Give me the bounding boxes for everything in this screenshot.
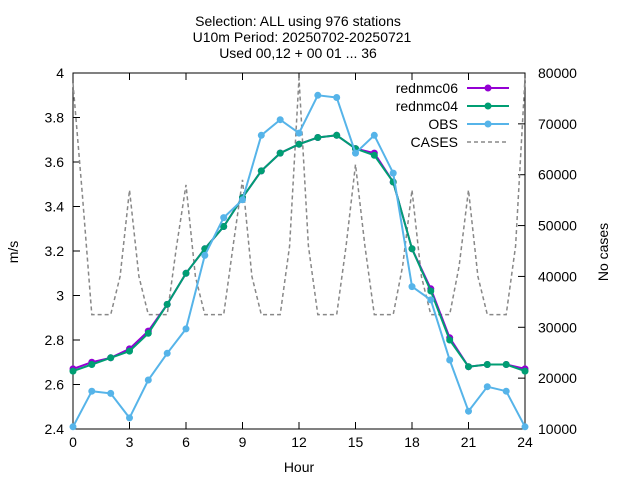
y2-tick-label: 10000 — [538, 421, 577, 437]
x-tick-label: 9 — [239, 434, 247, 450]
legend-label-obs: OBS — [428, 116, 458, 132]
axis-ticks: 0 3 6 9 12 15 18 21 24 2.4 2.6 2.8 3 3.2 3.4 3.6 3.8 4 100… — [45, 65, 578, 450]
data-point-obs — [483, 383, 491, 391]
x-tick-label: 15 — [348, 434, 364, 450]
data-point-obs — [107, 389, 115, 397]
x-tick-label: 12 — [291, 434, 307, 450]
data-point-obs — [389, 169, 397, 177]
y-tick-label: 2.4 — [45, 421, 65, 437]
legend-label-cases: CASES — [411, 134, 458, 150]
data-point-obs — [408, 283, 416, 291]
x-tick-label: 0 — [69, 434, 77, 450]
x-tick-label: 18 — [404, 434, 420, 450]
y2-tick-label: 80000 — [538, 65, 577, 81]
data-point-obs — [69, 423, 77, 431]
y2-tick-label: 60000 — [538, 167, 577, 183]
data-point-rednmc04 — [502, 361, 510, 368]
y2-tick-label: 70000 — [538, 116, 577, 132]
data-point-rednmc04 — [370, 151, 378, 159]
y2-axis-label: No cases — [595, 223, 611, 281]
data-point-obs — [314, 91, 322, 99]
data-point-rednmc04 — [220, 223, 228, 230]
data-point-rednmc04 — [276, 149, 284, 157]
data-point-rednmc04 — [88, 361, 96, 368]
series-line-rednmc04 — [72, 134, 526, 373]
data-point-obs — [333, 94, 341, 101]
data-point-rednmc04 — [257, 167, 265, 175]
data-point-rednmc04 — [483, 361, 491, 368]
data-point-rednmc04 — [69, 367, 77, 375]
y2-tick-label: 30000 — [538, 319, 577, 335]
y-tick-label: 2.6 — [45, 377, 65, 393]
legend-marker-rednmc06 — [484, 84, 492, 92]
data-point-obs — [276, 116, 284, 124]
legend-label-rednmc06: rednmc06 — [396, 80, 458, 96]
x-axis-label: Hour — [284, 459, 315, 475]
x-tick-label: 21 — [461, 434, 477, 450]
legend-marker-obs — [484, 120, 492, 128]
data-point-rednmc04 — [126, 347, 133, 355]
y-tick-label: 4 — [56, 65, 64, 81]
data-point-rednmc04 — [107, 354, 115, 362]
data-point-obs — [126, 414, 133, 422]
x-tick-label: 24 — [517, 434, 533, 450]
chart-title-line-2: U10m Period: 20250702-20250721 — [193, 29, 412, 45]
data-point-rednmc04 — [521, 367, 529, 375]
data-point-obs — [295, 129, 303, 137]
data-point-obs — [163, 349, 171, 357]
y-axis-label: m/s — [5, 241, 21, 264]
data-point-obs — [521, 423, 529, 431]
y-tick-label: 3.6 — [45, 154, 65, 170]
data-point-obs — [182, 325, 190, 333]
data-point-rednmc04 — [295, 140, 303, 148]
series-line-cases — [72, 78, 526, 316]
data-point-obs — [352, 149, 359, 157]
data-point-obs — [427, 296, 435, 304]
y2-tick-label: 40000 — [538, 268, 577, 284]
chart-title-group: Selection: ALL using 976 stations U10m P… — [193, 13, 412, 61]
data-point-obs — [370, 131, 378, 139]
data-point-rednmc04 — [427, 287, 435, 295]
y2-tick-label: 50000 — [538, 218, 577, 234]
series-layer — [69, 78, 529, 431]
chart-title-line-1: Selection: ALL using 976 stations — [195, 13, 401, 29]
data-point-rednmc04 — [333, 131, 341, 139]
x-tick-label: 6 — [182, 434, 190, 450]
data-point-rednmc04 — [182, 269, 190, 277]
y-tick-label: 2.8 — [45, 332, 65, 348]
data-point-rednmc04 — [144, 329, 152, 337]
data-point-obs — [239, 196, 246, 204]
y-tick-label: 3 — [56, 288, 64, 304]
data-point-rednmc04 — [465, 363, 472, 371]
x-tick-label: 3 — [126, 434, 134, 450]
legend-marker-rednmc04 — [484, 102, 492, 110]
data-point-rednmc04 — [314, 134, 322, 141]
data-point-obs — [465, 407, 472, 415]
data-point-rednmc04 — [408, 245, 416, 253]
data-point-obs — [257, 131, 265, 139]
data-point-obs — [220, 214, 228, 222]
data-point-obs — [446, 356, 454, 364]
data-point-rednmc04 — [446, 336, 454, 344]
chart-title-line-3: Used 00,12 + 00 01 ... 36 — [219, 45, 377, 61]
y-tick-label: 3.4 — [45, 199, 65, 215]
data-point-obs — [201, 251, 209, 259]
legend: rednmc06 rednmc04 OBS CASES — [396, 80, 509, 150]
y2-tick-label: 20000 — [538, 370, 577, 386]
y-tick-label: 3.8 — [45, 110, 65, 126]
data-point-obs — [144, 376, 152, 384]
data-point-obs — [502, 387, 510, 395]
y-tick-label: 3.2 — [45, 243, 65, 259]
series-line-rednmc06 — [72, 134, 526, 370]
data-point-obs — [88, 387, 96, 395]
legend-label-rednmc04: rednmc04 — [396, 98, 458, 114]
data-point-rednmc04 — [163, 300, 171, 308]
